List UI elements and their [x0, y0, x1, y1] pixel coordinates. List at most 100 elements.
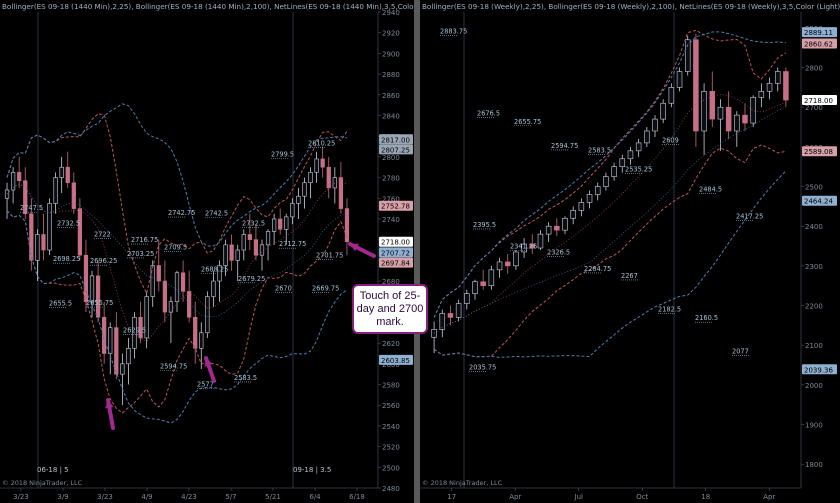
candle-body — [253, 239, 259, 256]
candle-body — [513, 251, 519, 267]
candle-body — [742, 114, 748, 124]
candle-body — [272, 218, 277, 232]
price-annotation: 2267 — [621, 272, 638, 280]
candle-body — [496, 261, 503, 271]
price-tag-box — [802, 27, 837, 38]
candle-body — [480, 281, 486, 287]
candle-body — [308, 172, 313, 184]
candle-body — [570, 210, 576, 219]
y-tick-label: 2480 — [382, 485, 400, 493]
candle-body — [701, 91, 707, 132]
bollinger-slow-band-mid — [6, 183, 348, 318]
candle-body — [332, 177, 337, 189]
price-tag-label: 2718.00 — [381, 239, 410, 247]
x-tick-label: Oct — [636, 493, 648, 501]
price-tag-label: 2817.00 — [381, 136, 410, 144]
candle-body — [41, 234, 46, 251]
candle-body — [320, 158, 325, 168]
candle-body — [59, 166, 64, 178]
candle-body — [594, 186, 601, 195]
price-tag-label: 2718.00 — [804, 97, 833, 105]
price-annotation: 2883.75 — [440, 27, 467, 35]
candle-body — [205, 296, 210, 334]
price-annotation: 2670 — [275, 284, 292, 292]
bollinger-fast-band — [6, 113, 348, 295]
candle-body — [108, 327, 113, 354]
x-tick-label: 5/7 — [225, 493, 236, 501]
price-annotation: 2810.25 — [308, 139, 335, 147]
candle-body — [284, 216, 289, 230]
price-annotation: 2799.5 — [271, 150, 294, 158]
candle-body — [314, 158, 319, 173]
y-tick-label: 2940 — [382, 9, 400, 17]
candle-body — [302, 182, 307, 197]
price-annotation: 2341.25 — [510, 243, 537, 251]
y-tick-label: 2780 — [382, 175, 400, 183]
y-tick-label: 2900 — [382, 50, 400, 58]
x-tick-label: 17 — [447, 493, 456, 501]
bollinger-slow-band — [6, 103, 348, 247]
price-annotation: 2583.5 — [234, 374, 257, 382]
copyright-text: © 2018 NinjaTrader, LLC — [2, 479, 83, 487]
candle-body — [102, 316, 107, 354]
candle-body — [644, 130, 650, 144]
candle-body — [83, 254, 89, 303]
y-tick-label: 2500 — [805, 184, 823, 192]
price-annotation: 2484.5 — [699, 186, 722, 194]
left-chart-panel: Bollinger(ES 09-18 (1440 Min),2,25), Bol… — [0, 2, 414, 501]
candle-body — [338, 177, 344, 209]
candle-body — [29, 213, 34, 261]
y-tick-label: 2760 — [382, 195, 400, 203]
plot-area — [0, 12, 378, 488]
instrument-label-2: 09-18 | 3.5 — [293, 466, 331, 474]
candle-body — [554, 225, 560, 231]
candle-body — [223, 244, 228, 266]
price-annotation: 2035.75 — [469, 364, 496, 372]
y-tick-label: 1800 — [805, 461, 823, 469]
x-tick-label: 4/9 — [141, 493, 152, 501]
candle-body — [734, 114, 740, 132]
candle-body — [447, 313, 454, 318]
candle-body — [89, 275, 95, 303]
y-tick-label: 2500 — [382, 464, 400, 472]
y-tick-label: 2580 — [382, 382, 400, 390]
candle-body — [603, 176, 609, 187]
candle-body — [114, 327, 119, 375]
price-annotation: 2577 — [197, 381, 214, 389]
candle-body — [174, 272, 180, 303]
price-annotation: 2535.25 — [625, 166, 652, 174]
bollinger-slow-band-mid — [433, 106, 787, 334]
candle-body — [77, 208, 82, 256]
candle-body — [326, 166, 331, 189]
candle-body — [529, 243, 536, 249]
price-annotation: 2655.75 — [514, 118, 541, 126]
x-tick-label: 6/4 — [309, 493, 321, 501]
candle-body — [144, 296, 149, 339]
y-tick-label: 2880 — [382, 71, 400, 79]
price-tag-box — [379, 236, 413, 247]
candle-body — [47, 203, 52, 251]
price-annotation: 2629.5 — [123, 326, 146, 334]
plot-area — [420, 12, 801, 488]
candle-body — [35, 234, 40, 261]
x-tick-label: 5/21 — [265, 493, 281, 501]
candle-body — [126, 348, 131, 365]
candle-body — [774, 71, 781, 84]
price-annotation: 2742.75 — [168, 209, 195, 217]
candle-body — [521, 243, 527, 253]
price-tag-box — [802, 95, 837, 106]
candle-body — [455, 303, 462, 318]
candle-body — [750, 96, 756, 124]
y-tick-label: 2860 — [382, 92, 400, 100]
y-tick-label: 2400 — [805, 223, 823, 231]
price-tag-label: 2807.25 — [381, 146, 410, 154]
price-annotation: 2679.25 — [238, 275, 265, 283]
candle-body — [71, 182, 76, 209]
price-tag-label: 2039.36 — [804, 366, 833, 374]
candle-body — [676, 71, 683, 88]
chart-title: Bollinger(ES 09-18 (Weekly),2,25), Bolli… — [422, 2, 840, 11]
candle-body — [211, 280, 216, 297]
bollinger-slow-band — [433, 170, 787, 358]
candle-body — [668, 87, 675, 104]
x-tick-label: 3/9 — [57, 493, 68, 501]
